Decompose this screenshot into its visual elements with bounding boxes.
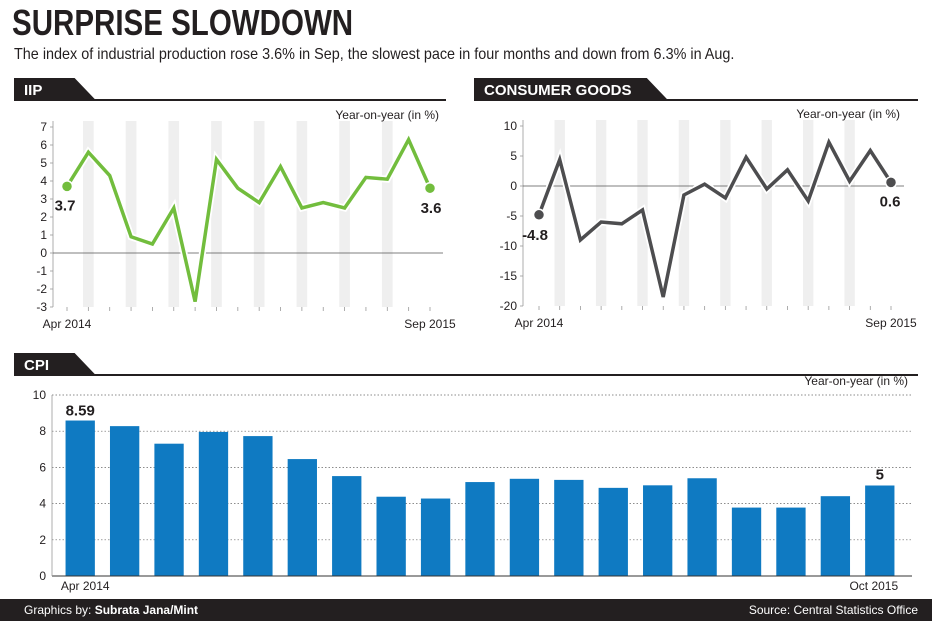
cpi-bar	[820, 496, 851, 576]
iip-band	[83, 121, 94, 307]
credit-name: Subrata Jana/Mint	[94, 603, 199, 617]
cpi-x-start-label: Apr 2014	[61, 579, 110, 593]
cpi-bar	[154, 443, 184, 576]
consumer-series-line	[537, 137, 893, 298]
consumer-last-label: 0.6	[880, 193, 901, 210]
cpi-header-rule	[14, 374, 918, 376]
cpi-y-tick-label: 2	[39, 533, 46, 547]
iip-y-tick-label: 3	[40, 192, 47, 206]
iip-y-tick-label: 7	[40, 120, 47, 134]
cpi-bar	[598, 487, 628, 576]
cpi-bar	[776, 507, 806, 576]
consumer-band	[761, 120, 772, 306]
consumer-y-tick-label: -5	[506, 209, 517, 223]
cpi-bar	[687, 478, 717, 576]
consumer-y-tick-label: -10	[500, 239, 518, 253]
iip-header-tab	[14, 78, 97, 101]
iip-y-tick-label: 2	[40, 210, 47, 224]
consumer-y-tick-label: 0	[510, 179, 517, 193]
cpi-y-tick-label: 8	[39, 424, 46, 438]
iip-last-point	[423, 181, 437, 195]
iip-x-end-label: Sep 2015	[404, 317, 456, 331]
cpi-last-label: 5	[876, 467, 884, 484]
cpi-y-tick-label: 10	[33, 388, 47, 402]
consumer-ylabel: Year-on-year (in %)	[796, 107, 900, 121]
cpi-bar	[65, 420, 95, 576]
consumer-y-tick-label: -20	[500, 299, 518, 313]
consumer-band	[844, 120, 855, 306]
iip-band	[381, 121, 393, 307]
consumer-line-halo	[535, 133, 894, 298]
iip-y-tick-label: 5	[40, 156, 47, 170]
cpi-bar	[109, 426, 140, 576]
iip-series-line	[65, 135, 432, 302]
iip-band	[211, 121, 222, 307]
cpi-y-tick-label: 4	[39, 497, 46, 511]
footer: Graphics by: Subrata Jana/Mint Source: C…	[0, 599, 932, 621]
iip-y-tick-label: -2	[36, 282, 47, 296]
page-subtitle: The index of industrial production rose …	[14, 46, 735, 63]
cpi-bar	[243, 436, 273, 576]
iip-y-tick-label: 0	[40, 246, 47, 260]
cpi-y-tick-label: 6	[39, 460, 46, 474]
iip-header-title: IIP	[24, 82, 42, 99]
iip-first-point	[60, 180, 74, 193]
cpi-y-tick-label: 0	[39, 569, 46, 583]
cpi-bar	[420, 498, 451, 576]
cpi-bar	[554, 479, 584, 576]
cpi-first-label: 8.59	[66, 403, 95, 420]
consumer-band	[554, 120, 565, 306]
cpi-bar	[509, 478, 540, 576]
cpi-bar	[643, 485, 673, 576]
cpi-bar	[731, 507, 762, 576]
iip-line-halo	[64, 131, 434, 303]
consumer-x-end-label: Sep 2015	[865, 316, 917, 330]
consumer-y-tick-label: -15	[500, 269, 518, 283]
consumer-header-tab	[474, 78, 669, 101]
cpi-bar	[376, 496, 406, 576]
consumer-y-tick-label: 10	[504, 119, 518, 133]
iip-y-tick-label: -1	[36, 264, 47, 278]
iip-band	[125, 121, 137, 307]
consumer-y-tick-label: 5	[510, 149, 517, 163]
consumer-header-title: CONSUMER GOODS	[484, 82, 632, 99]
cpi-bar	[332, 476, 362, 576]
source-note: Source: Central Statistics Office	[748, 603, 918, 617]
cpi-bar	[287, 459, 317, 576]
iip-ylabel: Year-on-year (in %)	[335, 108, 439, 122]
cpi-bar	[465, 482, 495, 576]
consumer-last-point	[884, 176, 898, 189]
iip-band	[296, 121, 308, 307]
consumer-band	[720, 120, 731, 306]
credit-prefix: Graphics by:	[24, 603, 95, 617]
iip-x-start-label: Apr 2014	[43, 317, 92, 331]
credit: Graphics by: Subrata Jana/Mint	[24, 603, 198, 617]
consumer-header-rule	[474, 99, 918, 101]
consumer-x-start-label: Apr 2014	[515, 316, 564, 330]
consumer-band	[678, 120, 690, 306]
consumer-first-point	[532, 208, 546, 222]
iip-band	[339, 121, 350, 307]
consumer-band	[803, 120, 814, 306]
consumer-first-label: -4.8	[522, 227, 548, 244]
cpi-ylabel: Year-on-year (in %)	[804, 374, 908, 388]
cpi-bar	[198, 431, 229, 576]
cpi-x-end-label: Oct 2015	[849, 579, 898, 593]
iip-last-label: 3.6	[421, 200, 442, 217]
iip-header-rule	[14, 99, 446, 101]
cpi-header-title: CPI	[24, 357, 49, 374]
consumer-band	[595, 120, 607, 306]
page-title: SURPRISE SLOWDOWN	[12, 2, 354, 43]
iip-y-tick-label: 4	[40, 174, 47, 188]
iip-band	[253, 121, 265, 307]
iip-y-tick-label: 1	[40, 228, 47, 242]
iip-y-tick-label: 6	[40, 138, 47, 152]
cpi-bar	[865, 485, 895, 576]
iip-y-tick-label: -3	[36, 300, 47, 314]
cpi-header-tab	[14, 353, 97, 376]
iip-first-label: 3.7	[55, 197, 76, 214]
